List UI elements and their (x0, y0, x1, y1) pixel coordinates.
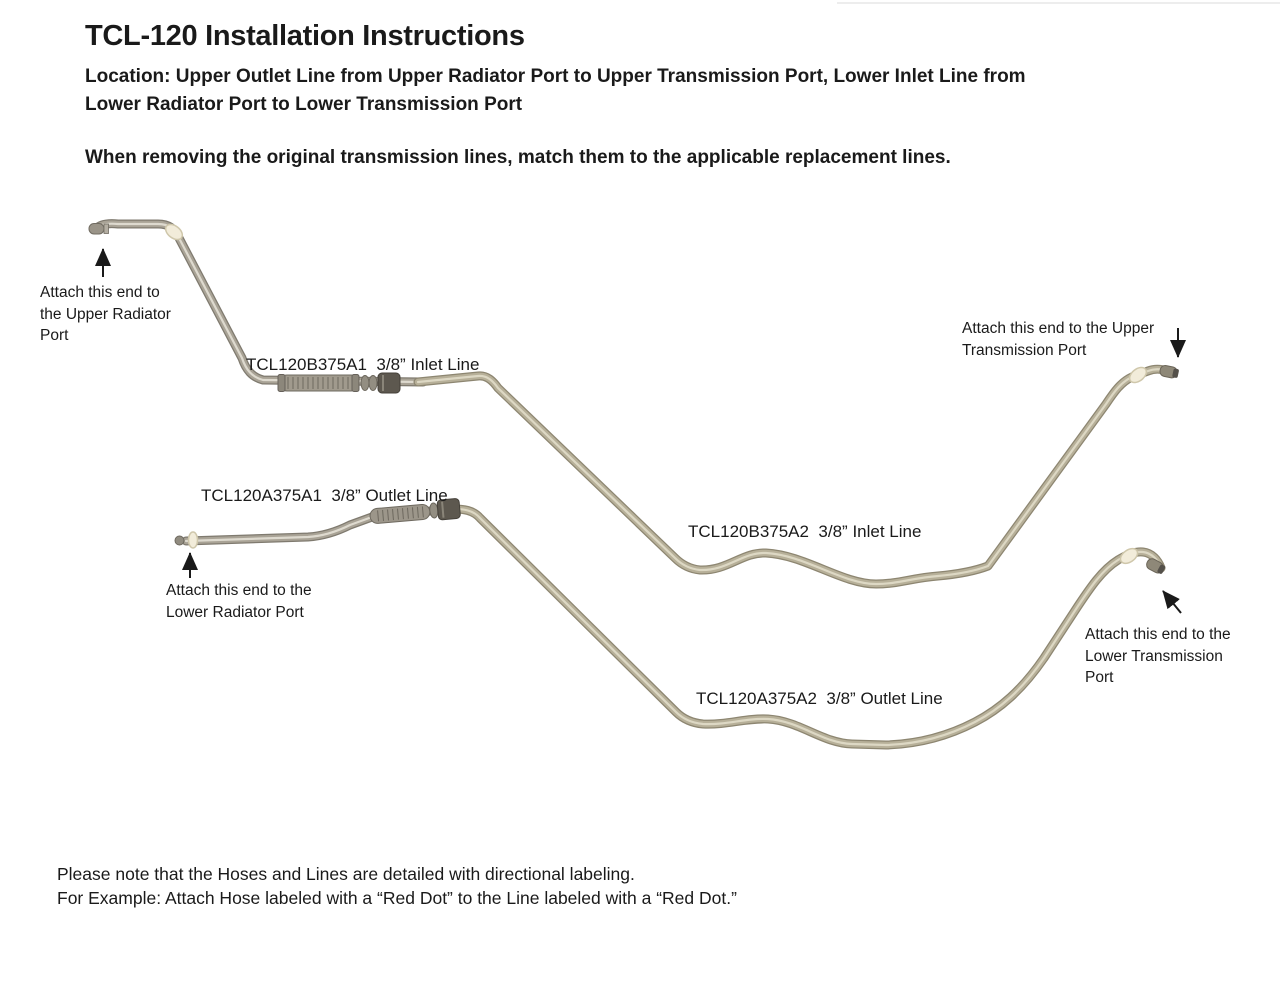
inlet-line-a2-tube (418, 369, 1170, 584)
washer-upper-transmission (1128, 366, 1148, 384)
part-label-inlet-a1: TCL120B375A1 3/8” Inlet Line (246, 355, 480, 374)
location-note: Location: Upper Outlet Line from Upper R… (85, 66, 1026, 115)
directional-labeling-note: Please note that the Hoses and Lines are… (57, 862, 737, 910)
directional-labeling-note-line2: For Example: Attach Hose labeled with a … (57, 888, 737, 908)
upper-transmission-end-fitting (1159, 364, 1179, 379)
page-title: TCL-120 Installation Instructions (85, 20, 525, 52)
annotation-lower-transmission: Attach this end to the Lower Transmissio… (1085, 626, 1231, 686)
washer-upper-radiator (164, 223, 184, 241)
lower-transmission-end-fitting (1146, 558, 1166, 574)
washer-lower-radiator (187, 531, 199, 549)
outlet-braided-section (369, 498, 461, 524)
annotation-upper-transmission: Attach this end to the Upper Transmissio… (962, 320, 1155, 359)
washer-lower-transmission (1119, 547, 1139, 565)
lower-radiator-end-fitting (174, 535, 185, 546)
outlet-line-a2-tube (446, 509, 1161, 745)
annotation-upper-radiator: Attach this end to the Upper Radiator Po… (40, 284, 171, 344)
part-label-inlet-a2: TCL120B375A2 3/8” Inlet Line (688, 522, 922, 541)
upper-radiator-end-fitting (88, 223, 109, 235)
inlet-braided-section (277, 372, 401, 394)
annotation-lower-radiator: Attach this end to the Lower Radiator Po… (166, 582, 312, 621)
part-label-outlet-a2: TCL120A375A2 3/8” Outlet Line (696, 689, 943, 708)
page-top-divider (837, 2, 1280, 4)
arrow-lower-transmission-port (1162, 590, 1182, 614)
part-label-outlet-a1: TCL120A375A1 3/8” Outlet Line (201, 486, 448, 505)
directional-labeling-note-line1: Please note that the Hoses and Lines are… (57, 864, 635, 884)
inlet-union-nut (377, 372, 401, 394)
removal-instruction: When removing the original transmission … (85, 147, 951, 168)
